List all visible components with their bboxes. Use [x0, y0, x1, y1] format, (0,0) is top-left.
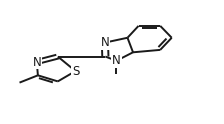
Text: N: N [101, 36, 109, 49]
Text: N: N [32, 56, 41, 68]
Text: N: N [112, 54, 121, 67]
Text: S: S [72, 65, 79, 78]
